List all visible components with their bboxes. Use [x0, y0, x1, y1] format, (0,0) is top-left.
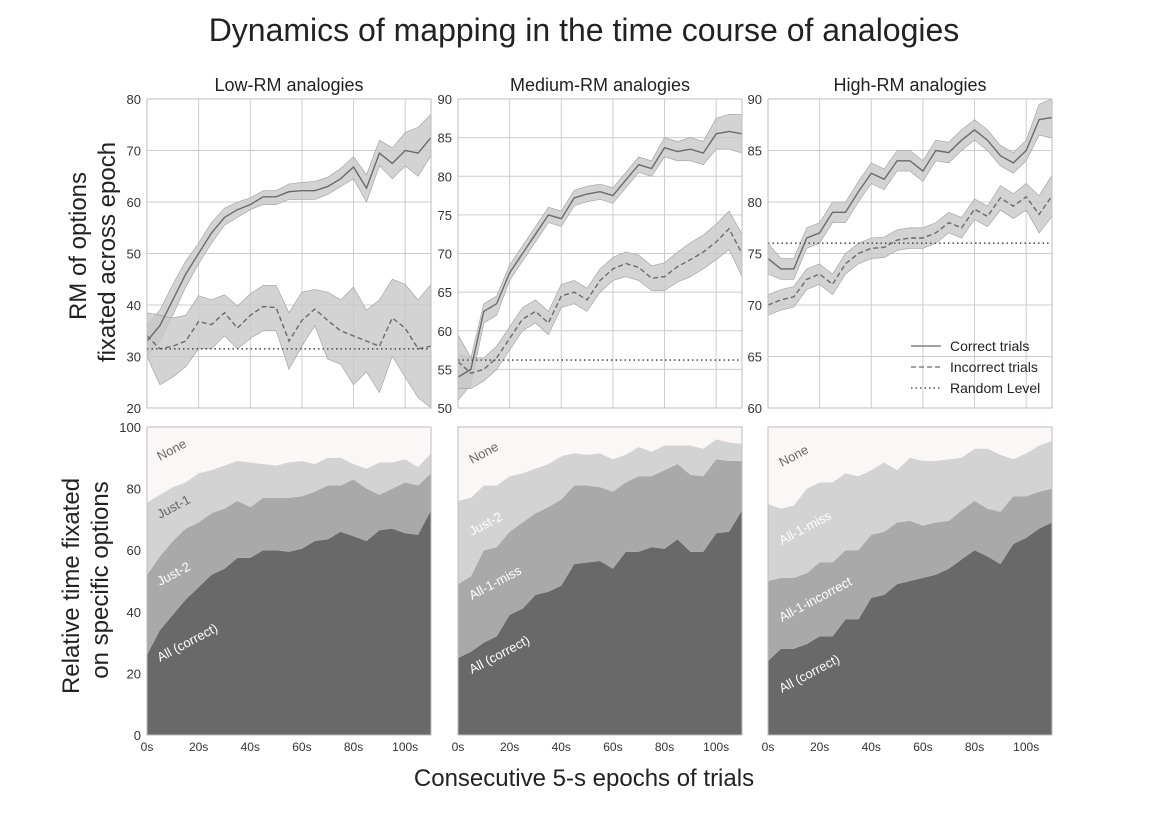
bottom-panel-1-area-just-2: [147, 473, 431, 655]
bottom-panel-2-x-tick-label: 100s: [703, 740, 729, 754]
top-panel-1-y-tick-label: 80: [127, 92, 141, 107]
bottom-panel-3-x-tick-label: 80s: [965, 740, 984, 754]
bottom-panel-2-x-tick-label: 0s: [452, 740, 465, 754]
bottom-panel-1-y-tick-label: 20: [127, 666, 141, 681]
bottom-panel-1-y-tick-label: 0: [134, 728, 141, 743]
bottom-panel-3-x-tick-label: 40s: [862, 740, 881, 754]
bottom-panel-2-x-tick-label: 60s: [603, 740, 622, 754]
top-panel-2-title: Medium-RM analogies: [510, 75, 690, 95]
top-panel-1-y-tick-label: 70: [127, 144, 141, 159]
bottom-panel-1-x-tick-label: 0s: [141, 740, 154, 754]
top-panel-3-y-tick-label: 90: [748, 92, 762, 107]
top-panel-1-correct-line: [146, 137, 432, 342]
bottom-panel-3-x-tick-label: 100s: [1013, 740, 1039, 754]
top-y-axis-label-line2: fixated across epoch: [94, 142, 121, 362]
top-panel-1: 20 30 40 50 60 70 80 Low-RM analogies: [127, 75, 432, 416]
bottom-panel-2-area-all-correct-: [458, 510, 742, 735]
bottom-panel-1-frame: [146, 426, 432, 736]
bottom-panel-3-area-all-1-incorrect: [768, 488, 1052, 662]
top-panel-3-title: High-RM analogies: [833, 75, 986, 95]
top-panel-1-y-tick-label: 40: [127, 298, 141, 313]
bottom-panel-1-x-tick-label: 60s: [292, 740, 311, 754]
bottom-y-axis-label-line2: on specific options: [87, 481, 114, 678]
bottom-panel-3-x-tick-label: 20s: [810, 740, 829, 754]
top-panel-3-incorrect-line: [767, 195, 1053, 306]
bottom-panel-2-x-tick-label: 80s: [655, 740, 674, 754]
top-panel-2-correct-line: [457, 130, 743, 378]
bottom-panel-1-y-tick-label: 60: [127, 543, 141, 558]
top-panel-2-y-tick-label: 90: [438, 92, 452, 107]
top-panel-1-y-tick-label: 60: [127, 195, 141, 210]
top-panel-3-y-tick-label: 80: [748, 195, 762, 210]
bottom-panel-1-area-none: [147, 427, 431, 503]
top-panel-1-title: Low-RM analogies: [214, 75, 363, 95]
top-panel-3-y-tick-label: 60: [748, 401, 762, 416]
top-panel-1-frame: [146, 98, 432, 409]
bottom-panel-1-y-tick-label: 80: [127, 482, 141, 497]
bottom-panel-1-area-just-1: [147, 453, 431, 575]
top-y-axis-label-line1: RM of options: [65, 172, 92, 320]
top-panel-1-y-tick-label: 50: [127, 247, 141, 262]
bottom-panel-3-frame: [767, 426, 1053, 736]
chart-panels: 20 30 40 50 60 70 80 Low-RM analogies 50 55 60 65 70…: [119, 75, 1053, 754]
bottom-panel-3-x-tick-label: 0s: [762, 740, 775, 754]
bottom-panel-2-x-tick-label: 20s: [500, 740, 519, 754]
bottom-panel-2-area-all-1-miss: [458, 459, 742, 658]
top-panel-2-y-tick-label: 60: [438, 324, 452, 339]
top-panel-3-y-tick-label: 65: [748, 350, 762, 365]
top-panel-2-y-tick-label: 55: [438, 362, 452, 377]
top-panel-2-y-tick-label: 50: [438, 401, 452, 416]
bottom-panel-1-x-tick-label: 20s: [189, 740, 208, 754]
top-panel-2-frame: [457, 98, 743, 409]
bottom-y-axis-label-line1: Relative time fixated: [58, 478, 85, 694]
top-panel-3-correct-line: [767, 116, 1053, 270]
bottom-panel-1-y-tick-label: 40: [127, 605, 141, 620]
legend: Correct trials Incorrect trials Random Lev…: [911, 338, 1040, 396]
top-panel-1-y-tick-label: 30: [127, 350, 141, 365]
top-panel-3-y-tick-label: 85: [748, 144, 762, 159]
bottom-panel-2-area-just-2: [458, 439, 742, 585]
bottom-panel-1-area-all-correct-: [147, 510, 431, 735]
top-panel-2-y-tick-label: 85: [438, 131, 452, 146]
bottom-panel-1-x-tick-label: 80s: [344, 740, 363, 754]
top-panel-2-y-tick-label: 70: [438, 247, 452, 262]
bottom-panel-1-x-tick-label: 100s: [392, 740, 418, 754]
top-panel-3: 60 65 70 75 80 85 90 High-RM analogies Correct t…: [748, 75, 1053, 416]
x-axis-label: Consecutive 5-s epochs of trials: [414, 765, 754, 792]
bottom-panel-2-x-tick-label: 40s: [552, 740, 571, 754]
legend-label: Incorrect trials: [950, 359, 1038, 375]
top-panel-2-y-tick-label: 80: [438, 169, 452, 184]
top-panel-1-incorrect-line: [146, 305, 432, 350]
top-panel-2-y-tick-label: 65: [438, 285, 452, 300]
bottom-panel-3-area-all-correct-: [768, 522, 1052, 735]
legend-label: Correct trials: [950, 338, 1029, 354]
bottom-panel-2-area-none: [458, 427, 742, 501]
bottom-panel-3-area-none: [768, 427, 1052, 509]
bottom-panel-1-y-tick-label: 100: [119, 420, 141, 435]
bottom-panel-3-x-tick-label: 60s: [913, 740, 932, 754]
top-panel-3-y-tick-label: 70: [748, 298, 762, 313]
top-panel-2-incorrect-line: [457, 227, 743, 374]
top-panel-3-frame: [767, 98, 1053, 409]
top-panel-1-y-tick-label: 20: [127, 401, 141, 416]
bottom-panel-3-area-all-1-miss: [768, 440, 1052, 581]
top-panel-3-y-tick-label: 75: [748, 247, 762, 262]
bottom-panel-1-x-tick-label: 40s: [241, 740, 260, 754]
legend-label: Random Level: [950, 380, 1040, 396]
bottom-panel-2-frame: [457, 426, 743, 736]
top-panel-2-y-tick-label: 75: [438, 208, 452, 223]
figure-title: Dynamics of mapping in the time course o…: [209, 12, 960, 48]
top-panel-2: 50 55 60 65 70 75 80 85 90 Medium-RM analogies: [438, 75, 743, 416]
